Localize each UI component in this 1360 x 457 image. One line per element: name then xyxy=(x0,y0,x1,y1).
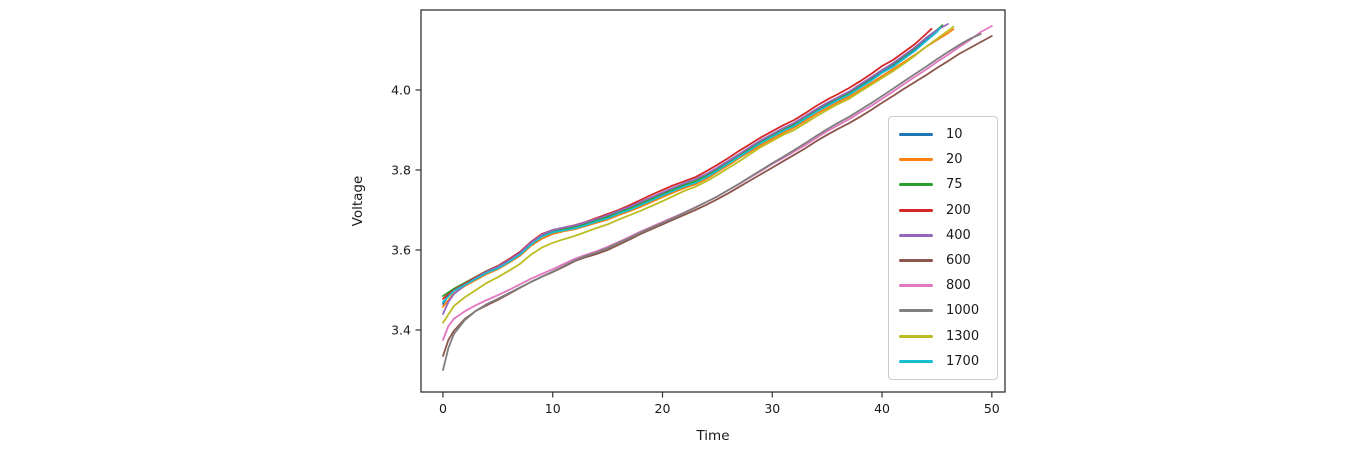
legend-swatch-400 xyxy=(899,233,933,237)
x-axis-title: Time xyxy=(695,428,729,444)
x-axis-ticks: 0 10 20 30 40 50 xyxy=(439,392,1000,416)
legend-label: 10 xyxy=(946,127,963,143)
legend-item-10: 10 xyxy=(889,123,997,147)
plot-area-border xyxy=(420,9,1006,393)
legend-item-600: 600 xyxy=(889,249,997,273)
x-tick-label: 0 xyxy=(439,401,447,416)
legend-swatch-1300 xyxy=(899,334,933,338)
legend-label: 600 xyxy=(946,253,971,269)
legend-item-75: 75 xyxy=(889,173,997,197)
legend-item-1300: 1300 xyxy=(889,324,997,348)
legend-label: 1000 xyxy=(946,303,980,319)
y-axis-title: Voltage xyxy=(350,176,366,227)
legend-label: 20 xyxy=(946,152,963,168)
legend-swatch-10 xyxy=(899,133,933,137)
y-axis-ticks: 3.4 3.6 3.8 4.0 xyxy=(391,83,421,338)
legend-item-1000: 1000 xyxy=(889,299,997,323)
y-tick-label: 3.8 xyxy=(391,163,411,178)
legend-label: 1700 xyxy=(946,353,980,369)
legend-item-1700: 1700 xyxy=(889,349,997,373)
legend-swatch-75 xyxy=(899,183,933,187)
series-lines xyxy=(442,23,993,371)
legend-swatch-1000 xyxy=(899,309,933,313)
legend-label: 800 xyxy=(946,278,971,294)
series-line-1000 xyxy=(442,33,982,371)
legend-item-800: 800 xyxy=(889,274,997,298)
legend-item-200: 200 xyxy=(889,198,997,222)
legend-swatch-800 xyxy=(899,284,933,288)
legend-swatch-20 xyxy=(899,158,933,162)
y-tick-label: 3.6 xyxy=(391,243,411,258)
y-tick-label: 4.0 xyxy=(391,83,411,98)
legend-swatch-1700 xyxy=(899,359,933,363)
legend-swatch-200 xyxy=(899,208,933,212)
x-tick-label: 40 xyxy=(874,401,890,416)
legend-item-400: 400 xyxy=(889,223,997,247)
x-tick-label: 10 xyxy=(545,401,561,416)
legend-label: 1300 xyxy=(946,328,980,344)
x-tick-label: 50 xyxy=(984,401,1000,416)
legend-swatch-600 xyxy=(899,259,933,263)
legend-label: 75 xyxy=(946,177,963,193)
series-line-1700 xyxy=(442,27,942,303)
x-tick-label: 30 xyxy=(764,401,780,416)
legend-item-20: 20 xyxy=(889,148,997,172)
y-tick-label: 3.4 xyxy=(391,323,411,338)
series-line-10 xyxy=(442,25,944,305)
x-tick-label: 20 xyxy=(655,401,671,416)
series-line-1300 xyxy=(442,25,955,324)
legend: 10 20 75 200 400 600 800 1000 1300 1700 xyxy=(888,116,998,380)
legend-label: 200 xyxy=(946,202,971,218)
legend-label: 400 xyxy=(946,227,971,243)
series-line-400 xyxy=(442,23,949,315)
